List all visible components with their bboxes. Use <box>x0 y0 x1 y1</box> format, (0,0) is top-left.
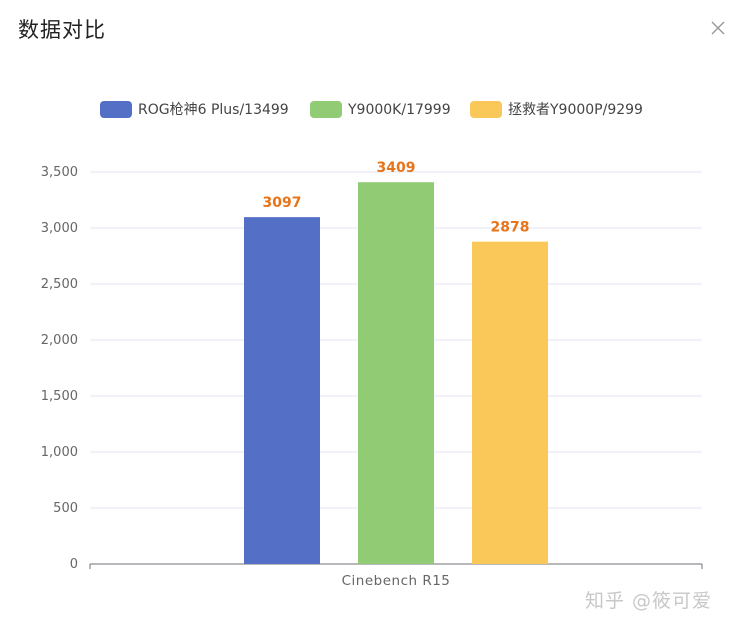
legend-swatch[interactable] <box>310 101 342 118</box>
dialog-title: 数据对比 <box>18 18 106 42</box>
y-tick-label: 3,000 <box>41 221 78 236</box>
legend-label[interactable]: Y9000K/17999 <box>347 102 451 118</box>
y-tick-label: 1,000 <box>41 445 78 460</box>
y-tick-label: 1,500 <box>41 389 78 404</box>
bar-chart: 0 500 1,000 1,500 2,000 2,500 3,000 3,500 Cinebe… <box>41 101 703 589</box>
y-tick-label: 500 <box>53 501 78 516</box>
y-tick-label: 0 <box>70 557 78 572</box>
close-icon[interactable] <box>708 18 728 38</box>
legend-label[interactable]: 拯救者Y9000P/9299 <box>508 102 643 118</box>
bar-value-label: 3097 <box>263 195 302 211</box>
watermark: 知乎 @筱可爱 <box>585 590 713 612</box>
legend-swatch[interactable] <box>470 101 502 118</box>
dialog-header: 数据对比 <box>0 0 747 60</box>
bar-value-label: 2878 <box>491 220 530 236</box>
bar-value-label: 3409 <box>377 160 416 176</box>
y-tick-label: 2,000 <box>41 333 78 348</box>
x-category-label: Cinebench R15 <box>342 573 451 589</box>
bar-3[interactable] <box>472 241 548 564</box>
bar-2[interactable] <box>358 182 434 564</box>
y-tick-label: 2,500 <box>41 277 78 292</box>
legend-swatch[interactable] <box>100 101 132 118</box>
bar-1[interactable] <box>244 217 320 565</box>
legend-label[interactable]: ROG枪神6 Plus/13499 <box>138 101 289 118</box>
y-tick-label: 3,500 <box>41 165 78 180</box>
